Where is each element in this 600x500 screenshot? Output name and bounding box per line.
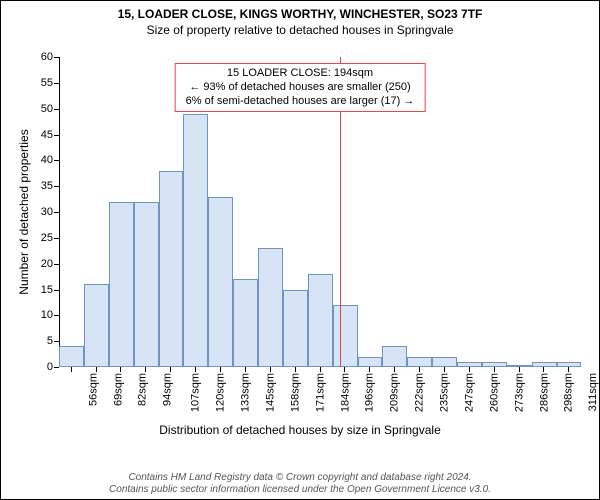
y-tick: [54, 367, 59, 368]
y-tick-label: 10: [41, 309, 53, 321]
y-tick-label: 0: [47, 361, 53, 373]
x-tick-label: 311sqm: [587, 373, 599, 411]
histogram-bar: [59, 346, 84, 367]
histogram-bar: [283, 290, 308, 368]
x-tick: [320, 367, 321, 372]
y-tick: [54, 57, 59, 58]
x-tick: [568, 367, 569, 372]
x-tick-label: 171sqm: [314, 373, 326, 412]
histogram-bar: [183, 114, 208, 367]
x-tick-label: 247sqm: [463, 373, 475, 412]
x-tick: [96, 367, 97, 372]
x-tick-label: 56sqm: [87, 373, 99, 406]
histogram-bar: [308, 274, 333, 367]
x-tick: [71, 367, 72, 372]
x-tick-label: 235sqm: [439, 373, 451, 412]
x-tick: [494, 367, 495, 372]
x-tick-label: 69sqm: [112, 373, 124, 406]
x-tick-label: 222sqm: [414, 373, 426, 412]
footer-line1: Contains HM Land Registry data © Crown c…: [1, 472, 599, 484]
main-title: 15, LOADER CLOSE, KINGS WORTHY, WINCHEST…: [1, 7, 599, 21]
x-tick: [519, 367, 520, 372]
x-tick-label: 184sqm: [339, 373, 351, 412]
y-tick-label: 5: [47, 335, 53, 347]
x-tick: [469, 367, 470, 372]
y-tick-label: 45: [41, 129, 53, 141]
histogram-bar: [407, 357, 432, 367]
histogram-bar: [432, 357, 457, 367]
y-tick: [54, 109, 59, 110]
y-tick: [54, 264, 59, 265]
y-tick-label: 15: [41, 284, 53, 296]
y-tick: [54, 83, 59, 84]
y-tick-label: 30: [41, 206, 53, 218]
x-tick: [170, 367, 171, 372]
y-tick-label: 20: [41, 258, 53, 270]
x-tick: [295, 367, 296, 372]
y-axis: [59, 57, 60, 367]
annotation-line3: 6% of semi-detached houses are larger (1…: [186, 95, 415, 109]
y-tick-label: 60: [41, 51, 53, 63]
y-tick-label: 55: [41, 77, 53, 89]
x-tick-label: 298sqm: [563, 373, 575, 412]
x-tick-label: 196sqm: [364, 373, 376, 412]
x-tick-label: 209sqm: [389, 373, 401, 412]
x-tick-label: 133sqm: [240, 373, 252, 412]
y-tick: [54, 238, 59, 239]
x-tick: [270, 367, 271, 372]
x-tick-label: 120sqm: [215, 373, 227, 412]
x-tick-label: 286sqm: [538, 373, 550, 412]
x-tick-label: 260sqm: [488, 373, 500, 412]
y-tick-label: 25: [41, 232, 53, 244]
y-tick: [54, 341, 59, 342]
x-tick: [369, 367, 370, 372]
x-tick-label: 273sqm: [513, 373, 525, 412]
reference-annotation: 15 LOADER CLOSE: 194sqm ← 93% of detache…: [175, 63, 426, 112]
x-tick: [220, 367, 221, 372]
y-tick: [54, 160, 59, 161]
histogram-bar: [382, 346, 407, 367]
histogram-bar: [233, 279, 258, 367]
x-tick-label: 82sqm: [137, 373, 149, 406]
histogram-bar: [208, 197, 233, 368]
x-tick-label: 158sqm: [289, 373, 301, 412]
histogram-bar: [258, 248, 283, 367]
x-tick: [444, 367, 445, 372]
y-tick: [54, 135, 59, 136]
chart-container: 15, LOADER CLOSE, KINGS WORTHY, WINCHEST…: [0, 0, 600, 500]
y-tick-label: 40: [41, 154, 53, 166]
y-tick-label: 50: [41, 103, 53, 115]
y-tick: [54, 212, 59, 213]
histogram-bar: [84, 284, 109, 367]
x-tick-label: 94sqm: [162, 373, 174, 406]
y-axis-label: Number of detached properties: [17, 129, 31, 294]
footer-line2: Contains public sector information licen…: [1, 484, 599, 496]
x-tick: [245, 367, 246, 372]
x-tick: [419, 367, 420, 372]
x-tick: [543, 367, 544, 372]
x-tick-label: 107sqm: [190, 373, 202, 412]
histogram-bar: [134, 202, 159, 367]
x-tick: [120, 367, 121, 372]
x-tick: [344, 367, 345, 372]
histogram-bar: [159, 171, 184, 367]
annotation-line2: ← 93% of detached houses are smaller (25…: [186, 81, 415, 95]
y-tick: [54, 186, 59, 187]
histogram-bar: [109, 202, 134, 367]
y-tick: [54, 315, 59, 316]
footer: Contains HM Land Registry data © Crown c…: [1, 472, 599, 496]
y-tick: [54, 290, 59, 291]
annotation-line1: 15 LOADER CLOSE: 194sqm: [186, 67, 415, 81]
x-tick: [145, 367, 146, 372]
histogram-bar: [358, 357, 383, 367]
subtitle: Size of property relative to detached ho…: [1, 23, 599, 37]
histogram-bar: [333, 305, 358, 367]
y-tick-label: 35: [41, 180, 53, 192]
x-tick-label: 145sqm: [264, 373, 276, 412]
x-tick: [195, 367, 196, 372]
x-axis-label: Distribution of detached houses by size …: [1, 423, 599, 437]
x-tick: [394, 367, 395, 372]
